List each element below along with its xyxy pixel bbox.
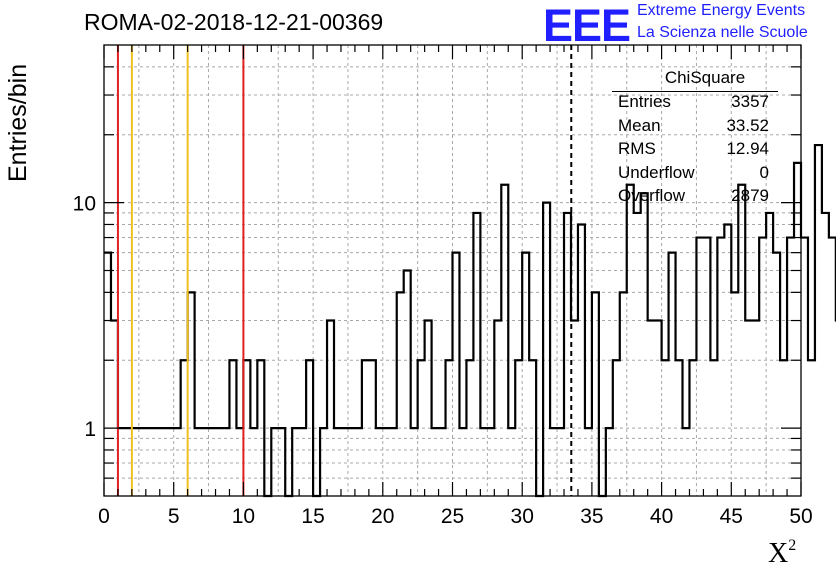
x-tick-label: 25	[441, 505, 464, 528]
x-tick-label: 15	[301, 505, 324, 528]
stats-value: 2879	[731, 186, 769, 205]
y-tick-label: 10	[73, 193, 96, 216]
stats-value: 3357	[731, 92, 769, 111]
stats-row-rms: RMS 12.94	[612, 137, 786, 161]
stats-value: 33.52	[726, 115, 769, 135]
stats-divider	[612, 91, 778, 92]
stats-row-overflow: Overflow 2879	[612, 184, 786, 208]
stats-box: ChiSquare Entries 3357 Mean 33.52 RMS 12…	[612, 66, 786, 208]
stats-key: RMS	[618, 139, 656, 158]
x-axis-label-superscript: 2	[788, 537, 797, 554]
y-axis-label: Entries/bin	[4, 63, 32, 182]
x-tick-label: 10	[232, 505, 255, 528]
x-axis-label-base: X	[768, 538, 789, 569]
stats-row-mean: Mean 33.52	[612, 114, 786, 138]
stats-row-entries: Entries 3357	[612, 90, 786, 114]
stats-key: Overflow	[618, 186, 686, 205]
stats-value: 0	[759, 162, 769, 182]
x-axis-label: X2	[768, 537, 796, 570]
x-tick-label: 40	[650, 505, 673, 528]
stats-title: ChiSquare	[664, 68, 746, 87]
histogram-series	[104, 143, 836, 498]
x-tick-label: 35	[580, 505, 603, 528]
x-tick-label: 45	[720, 505, 743, 528]
stats-row-underflow: Underflow 0	[612, 161, 786, 185]
stats-key: Mean	[618, 115, 661, 135]
stats-value: 12.94	[726, 139, 769, 158]
x-tick-label: 30	[511, 505, 534, 528]
x-tick-label: 5	[168, 505, 180, 528]
x-tick-label: 0	[98, 505, 110, 528]
x-tick-label: 20	[371, 505, 394, 528]
y-tick-label: 1	[84, 418, 96, 441]
brand-line-2: La Scienza nelle Scuole	[637, 24, 808, 41]
stats-key: Underflow	[618, 162, 695, 182]
brand-line-1: Extreme Energy Events	[637, 2, 806, 19]
x-tick-label: 50	[789, 505, 812, 528]
run-title: ROMA-02-2018-12-21-00369	[84, 9, 384, 35]
eee-logo: EEE	[543, 0, 631, 51]
stats-key: Entries	[618, 92, 671, 111]
